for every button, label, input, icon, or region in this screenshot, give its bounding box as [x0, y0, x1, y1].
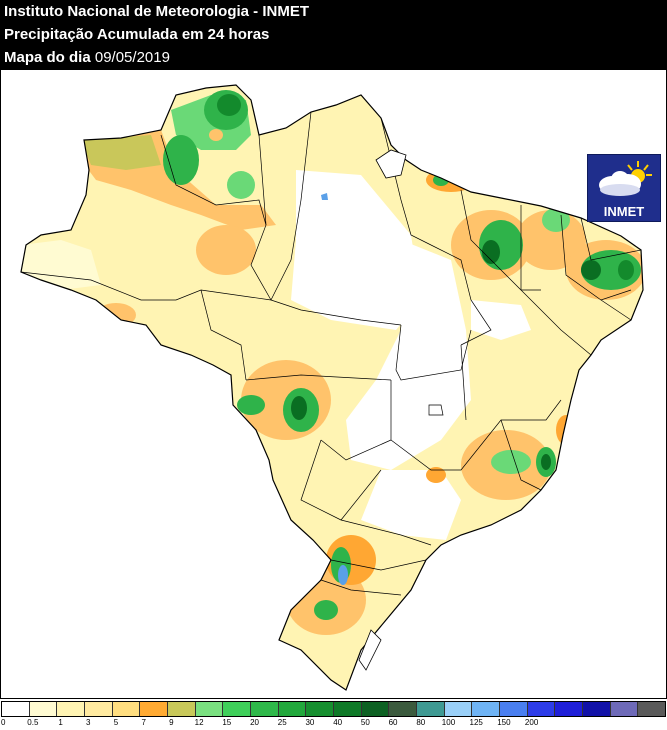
legend-swatch — [527, 702, 556, 716]
legend-label: 0 — [1, 718, 6, 727]
marajo-island — [375, 149, 407, 179]
legend-swatch — [334, 702, 362, 716]
legend-label: 40 — [333, 718, 343, 727]
small-lake — [321, 193, 328, 200]
legend-color-bar — [1, 701, 666, 717]
legend-swatch — [251, 702, 279, 716]
legend-label: 60 — [388, 718, 398, 727]
legend-swatch — [168, 702, 196, 716]
legend-label: 20 — [250, 718, 259, 727]
legend-label: 30 — [305, 718, 315, 727]
map-subtitle: Precipitação Acumulada em 24 horas — [4, 26, 270, 43]
legend-label: 9 — [169, 718, 174, 727]
legend-swatch — [85, 702, 113, 716]
map-header: Instituto Nacional de Meteorologia - INM… — [0, 0, 667, 70]
legend-swatch — [195, 702, 224, 716]
legend-labels: 0 0.5 1 3 5 7 9 12 15 20 25 30 40 50 60 80 100 125 150 200 — [0, 718, 667, 730]
lagoa-dos-patos — [358, 629, 382, 671]
legend-swatch — [361, 702, 390, 716]
legend-swatch — [140, 702, 169, 716]
legend-swatch — [583, 702, 611, 716]
legend-label: 0.5 — [27, 718, 39, 727]
legend-swatch — [2, 702, 30, 716]
legend-label: 125 — [469, 718, 483, 727]
inmet-logo: INMET — [587, 154, 661, 222]
map-frame: INMET — [0, 70, 667, 699]
legend-swatch — [444, 702, 473, 716]
legend-swatch — [610, 702, 639, 716]
legend-swatch — [472, 702, 501, 716]
map-date-line: Mapa do dia 09/05/2019 — [4, 49, 170, 66]
legend-label: 7 — [141, 718, 146, 727]
map-date: 09/05/2019 — [94, 49, 170, 66]
legend-label: 15 — [222, 718, 232, 727]
legend-label: 3 — [86, 718, 91, 727]
legend-swatch — [555, 702, 584, 716]
legend-label: 1 — [58, 718, 63, 727]
legend-swatch — [389, 702, 418, 716]
state-borders — [20, 111, 642, 596]
legend-label: 150 — [497, 718, 511, 727]
legend-label: 100 — [441, 718, 456, 727]
legend-swatch — [417, 702, 445, 716]
brazil-outline — [20, 84, 644, 691]
legend-swatch — [223, 702, 252, 716]
legend-label: 12 — [194, 718, 204, 727]
legend-swatch — [638, 702, 666, 716]
precipitation-legend: 0 0.5 1 3 5 7 9 12 15 20 25 30 40 50 60 80 100 125 150 200 — [0, 699, 667, 730]
sun-cloud-icon — [599, 161, 652, 196]
map-date-label: Mapa do dia — [4, 49, 91, 66]
legend-swatch — [29, 702, 58, 716]
legend-label: 50 — [360, 718, 370, 727]
legend-swatch — [57, 702, 86, 716]
legend-label: 80 — [416, 718, 426, 727]
legend-label: 200 — [524, 718, 539, 727]
logo-text: INMET — [603, 204, 645, 219]
institute-title: Instituto Nacional de Meteorologia - INM… — [4, 3, 310, 20]
legend-label: 5 — [113, 718, 119, 727]
legend-swatch — [278, 702, 307, 716]
legend-label: 25 — [277, 718, 287, 727]
legend-swatch — [500, 702, 528, 716]
legend-swatch — [306, 702, 335, 716]
legend-swatch — [112, 702, 141, 716]
precipitation-map — [20, 84, 644, 691]
